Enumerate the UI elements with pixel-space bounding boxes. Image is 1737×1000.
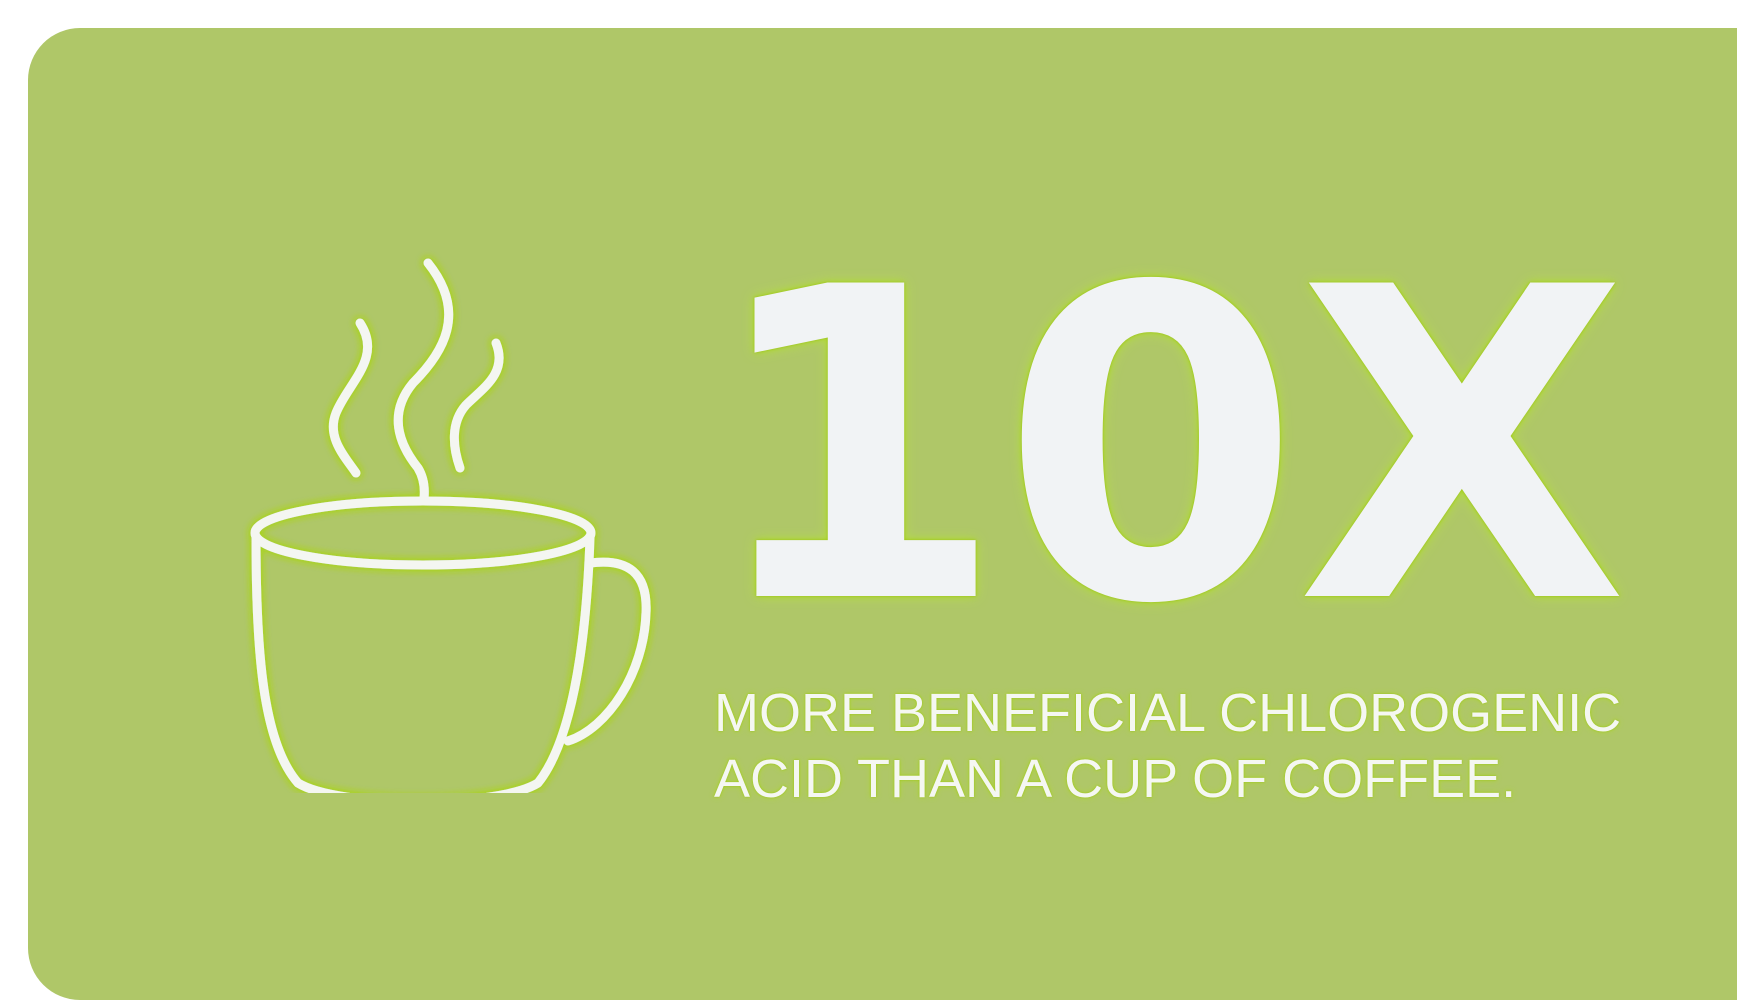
cup-body-icon xyxy=(251,533,595,793)
stat-card: 10X MORE BENEFICIAL CHLOROGENIC ACID THA… xyxy=(28,28,1737,1000)
steam-right-icon xyxy=(449,338,504,473)
stat-caption-line-1: MORE BENEFICIAL CHLOROGENIC xyxy=(714,683,1622,743)
stat-caption: MORE BENEFICIAL CHLOROGENIC ACID THAN A … xyxy=(714,680,1714,812)
steam-left-icon xyxy=(328,318,373,478)
steam-middle-icon xyxy=(393,258,454,503)
cup-handle-icon xyxy=(563,557,651,746)
coffee-cup-icon xyxy=(250,258,651,793)
stat-value: 10X xyxy=(706,198,1628,698)
cup-rim-icon xyxy=(250,496,596,570)
stat-caption-line-2: ACID THAN A CUP OF COFFEE. xyxy=(714,749,1517,809)
